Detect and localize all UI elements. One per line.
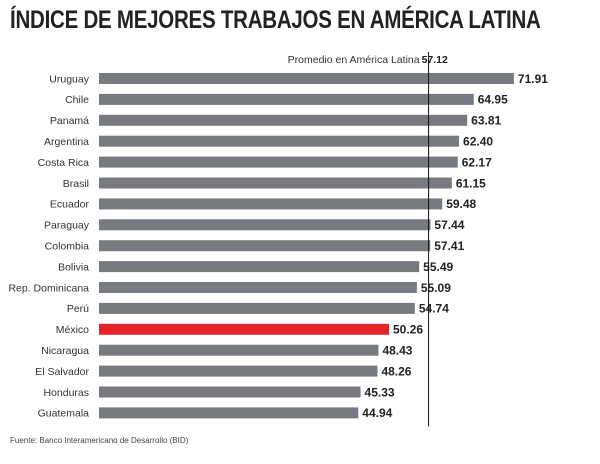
category-label-ecuador: Ecuador (50, 199, 90, 211)
average-group: Promedio en América Latina 57.12 (288, 52, 448, 427)
value-label-chile: 64.95 (478, 93, 508, 107)
value-label-mexico: 50.26 (393, 323, 423, 337)
source-note: Fuente: Banco Interamericano de Desarrol… (10, 436, 189, 445)
bar-guatemala (99, 407, 359, 419)
value-label-honduras: 45.33 (365, 385, 395, 399)
category-label-costa-rica: Costa Rica (38, 157, 90, 169)
category-label-colombia: Colombia (45, 241, 90, 253)
bar-peru (99, 302, 415, 314)
category-label-paraguay: Paraguay (44, 220, 90, 232)
bar-colombia (99, 240, 431, 252)
category-label-chile: Chile (65, 94, 89, 106)
value-label-peru: 54.74 (419, 302, 449, 316)
category-label-honduras: Honduras (43, 387, 89, 399)
bar-chile (99, 93, 474, 105)
value-label-guatemala: 44.94 (362, 406, 392, 420)
category-label-bolivia: Bolivia (58, 261, 89, 273)
category-label-brasil: Brasil (63, 178, 89, 190)
bar-el-salvador (99, 365, 378, 377)
chart-title: ÍNDICE DE MEJORES TRABAJOS EN AMÉRICA LA… (10, 6, 541, 34)
bar-brasil (99, 177, 452, 189)
bar-costa-rica (99, 156, 458, 168)
bar-argentina (99, 135, 460, 147)
value-label-panama: 63.81 (471, 114, 501, 128)
category-label-el-salvador: El Salvador (35, 366, 89, 378)
value-label-colombia: 57.41 (434, 239, 464, 253)
value-label-el-salvador: 48.26 (381, 364, 411, 378)
category-label-rep-dominicana: Rep. Dominicana (8, 282, 89, 294)
bar-honduras (99, 386, 361, 398)
bar-panama (99, 114, 468, 126)
bar-mexico (99, 323, 390, 335)
value-label-nicaragua: 48.43 (382, 344, 412, 358)
category-label-uruguay: Uruguay (49, 73, 89, 85)
value-label-ecuador: 59.48 (446, 197, 476, 211)
value-label-bolivia: 55.49 (423, 260, 453, 274)
category-label-peru: Perú (67, 303, 89, 315)
category-label-mexico: México (56, 324, 89, 336)
category-label-nicaragua: Nicaragua (41, 345, 89, 357)
value-label-costa-rica: 62.17 (462, 155, 492, 169)
bar-uruguay (99, 73, 514, 84)
category-label-panama: Panamá (50, 115, 89, 127)
bars-group: Uruguay 71.91 Chile 64.95 Panamá 63.81 Argenti… (8, 72, 548, 420)
bar-rep-dominicana (99, 282, 417, 293)
bar-paraguay (99, 219, 431, 231)
value-label-uruguay: 71.91 (518, 72, 548, 86)
category-label-guatemala: Guatemala (38, 408, 90, 420)
bar-ecuador (99, 198, 443, 210)
bar-nicaragua (99, 344, 379, 356)
value-label-paraguay: 57.44 (434, 218, 464, 232)
average-label: Promedio en América Latina (288, 54, 420, 66)
category-label-argentina: Argentina (44, 136, 89, 148)
value-label-brasil: 61.15 (456, 176, 486, 190)
value-label-argentina: 62.40 (463, 135, 493, 149)
value-label-rep-dominicana: 55.09 (421, 281, 451, 295)
bar-bolivia (99, 261, 420, 273)
average-value: 57.12 (422, 54, 448, 66)
